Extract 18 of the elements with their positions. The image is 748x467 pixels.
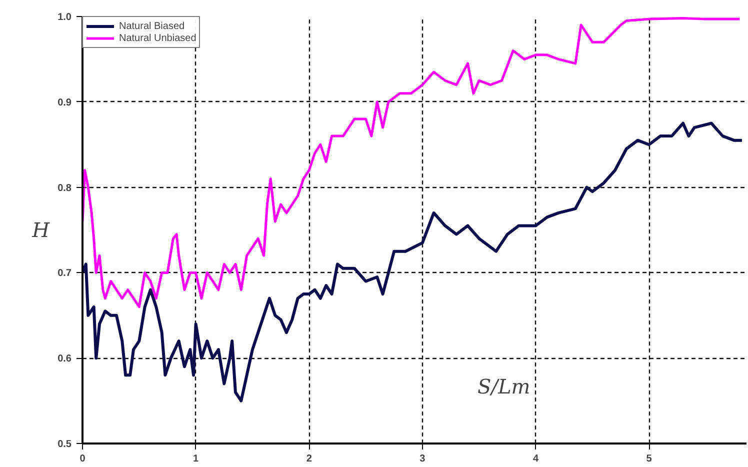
legend-label: Natural Biased (119, 20, 185, 32)
x-tick-label: 1 (193, 454, 200, 464)
y-tick-label: 0.8 (58, 182, 72, 194)
y-tick-label: 1.0 (58, 12, 72, 23)
x-tick-label: 5 (646, 454, 652, 464)
x-tick-label: 3 (420, 454, 426, 464)
y-tick-label: 0.5 (58, 439, 72, 450)
x-tick-label: 4 (532, 454, 539, 464)
line-series (82, 16, 741, 308)
y-tick-label: 0.9 (58, 97, 72, 108)
y-axis-title: H (31, 218, 50, 242)
legend-label: Natural Unbiased (119, 32, 196, 44)
y-tick-label: 0.6 (58, 354, 72, 365)
x-axis-title: S/Lm (478, 374, 530, 398)
y-tick-label: 0.7 (58, 268, 72, 280)
x-tick-label: 0 (80, 454, 86, 464)
line-series (82, 122, 744, 402)
x-tick-label: 2 (306, 454, 312, 464)
